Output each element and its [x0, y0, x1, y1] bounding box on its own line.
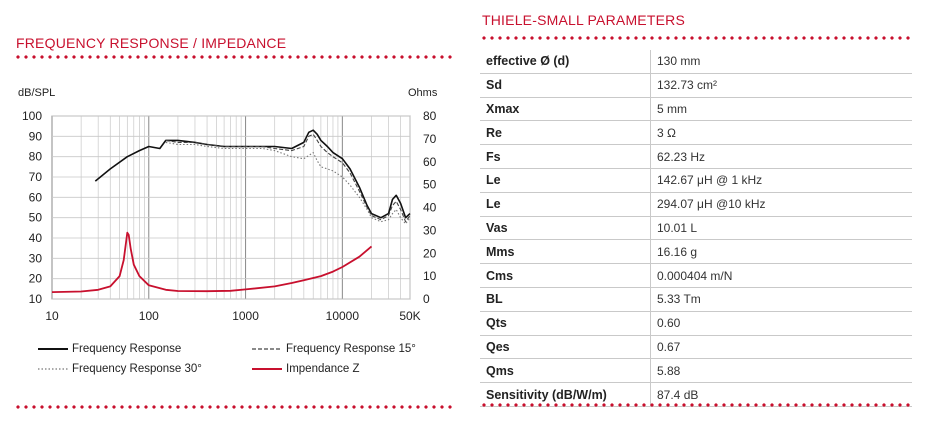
x-tick: 10 — [45, 309, 59, 323]
y-tick-right: 60 — [423, 155, 437, 169]
x-tick: 100 — [139, 309, 159, 323]
param-label: Qms — [480, 358, 651, 384]
y-tick-right: 10 — [423, 269, 437, 283]
param-row: Qes 0.67 — [480, 335, 912, 360]
y-tick-right: 50 — [423, 178, 437, 192]
param-value: 5 mm — [650, 97, 912, 122]
y-axis-left-label: dB/SPL — [18, 87, 55, 99]
legend-swatch-red — [252, 368, 282, 370]
y-tick-right: 80 — [423, 109, 437, 123]
param-label: Sd — [480, 73, 651, 98]
y-tick-left: 80 — [29, 150, 43, 164]
legend-label-imp: Impendance Z — [286, 363, 360, 375]
param-label: Le — [480, 192, 651, 217]
param-row: Le 142.67 μH @ 1 kHz — [480, 168, 912, 193]
y-tick-left: 20 — [29, 272, 43, 286]
param-label: Xmax — [480, 97, 651, 122]
y-tick-left: 100 — [22, 109, 42, 123]
legend-label-fr: Frequency Response — [72, 343, 182, 355]
y-axis-right-label: Ohms — [408, 87, 438, 99]
param-row: Sd 132.73 cm² — [480, 73, 912, 98]
param-value: 0.67 — [650, 335, 912, 360]
legend-item-fr30: Frequency Response 30° — [38, 363, 202, 375]
param-value: 142.67 μH @ 1 kHz — [650, 168, 912, 193]
y-tick-left: 10 — [29, 292, 43, 306]
param-value: 3 Ω — [650, 120, 912, 146]
y-tick-left: 90 — [29, 129, 43, 143]
legend-swatch-solid — [38, 348, 68, 350]
param-label: Vas — [480, 216, 651, 241]
legend-item-fr: Frequency Response — [38, 343, 181, 355]
params-table-body: effective Ø (d) 130 mm Sd 132.73 cm² Xmax 5 m… — [480, 50, 912, 407]
param-label: Sensitivity (dB/W/m) — [480, 382, 651, 407]
param-value: 294.07 μH @10 kHz — [650, 192, 912, 217]
param-value: 5.88 — [650, 358, 912, 384]
param-value: 132.73 cm² — [650, 73, 912, 98]
param-row: effective Ø (d) 130 mm — [480, 50, 912, 74]
params-section-title: THIELE-SMALL PARAMETERS — [482, 12, 685, 28]
chart-section-title: FREQUENCY RESPONSE / IMPEDANCE — [16, 35, 287, 51]
frequency-impedance-chart: 1020304050607080901000102030405060708010… — [18, 87, 438, 323]
y-tick-right: 20 — [423, 246, 437, 260]
divider-dots-top-left — [14, 55, 454, 59]
thiele-small-table: effective Ø (d) 130 mm Sd 132.73 cm² Xmax 5 m… — [480, 50, 912, 407]
param-row: BL 5.33 Tm — [480, 287, 912, 312]
param-value: 10.01 L — [650, 216, 912, 241]
series-line-3 — [51, 231, 373, 293]
param-label: Mms — [480, 239, 651, 265]
param-label: Cms — [480, 263, 651, 288]
legend-swatch-dotted — [38, 368, 68, 370]
param-value: 130 mm — [650, 50, 912, 74]
param-row: Vas 10.01 L — [480, 216, 912, 241]
param-value: 5.33 Tm — [650, 287, 912, 312]
legend-label-fr30: Frequency Response 30° — [72, 363, 202, 375]
divider-dots-bottom-right — [480, 403, 912, 407]
y-tick-left: 70 — [29, 170, 43, 184]
legend-item-imp: Impendance Z — [252, 363, 360, 375]
series-line-0 — [94, 129, 411, 219]
param-label: BL — [480, 287, 651, 312]
y-tick-right: 70 — [423, 132, 437, 146]
param-row: Cms 0.000404 m/N — [480, 263, 912, 288]
y-tick-left: 60 — [29, 190, 43, 204]
param-label: Re — [480, 120, 651, 146]
param-row: Sensitivity (dB/W/m) 87.4 dB — [480, 382, 912, 407]
y-tick-left: 50 — [29, 211, 43, 225]
x-tick: 10000 — [326, 309, 360, 323]
param-row: Mms 16.16 g — [480, 239, 912, 265]
y-tick-left: 30 — [29, 251, 43, 265]
divider-dots-top-right — [480, 36, 912, 40]
param-value: 62.23 Hz — [650, 144, 912, 169]
x-tick: 1000 — [232, 309, 259, 323]
param-row: Xmax 5 mm — [480, 97, 912, 122]
y-tick-right: 40 — [423, 201, 437, 215]
legend-label-fr15: Frequency Response 15° — [286, 343, 416, 355]
param-label: Qts — [480, 311, 651, 336]
y-tick-right: 0 — [423, 292, 430, 306]
plot-area — [51, 115, 411, 300]
param-label: Fs — [480, 144, 651, 169]
x-tick: 50K — [399, 309, 420, 323]
y-tick-left: 40 — [29, 231, 43, 245]
series-line-1 — [165, 133, 411, 223]
y-tick-right: 30 — [423, 223, 437, 237]
param-row: Fs 62.23 Hz — [480, 144, 912, 169]
legend-swatch-dashed — [252, 348, 282, 350]
param-row: Qms 5.88 — [480, 358, 912, 384]
param-row: Qts 0.60 — [480, 311, 912, 336]
param-row: Re 3 Ω — [480, 120, 912, 146]
param-row: Le 294.07 μH @10 kHz — [480, 192, 912, 217]
param-value: 16.16 g — [650, 239, 912, 265]
param-value: 0.000404 m/N — [650, 263, 912, 288]
param-label: Le — [480, 168, 651, 193]
legend-item-fr15: Frequency Response 15° — [252, 343, 416, 355]
divider-dots-bottom-left — [14, 405, 454, 409]
param-value: 0.60 — [650, 311, 912, 336]
param-label: effective Ø (d) — [480, 50, 651, 74]
param-label: Qes — [480, 335, 651, 360]
